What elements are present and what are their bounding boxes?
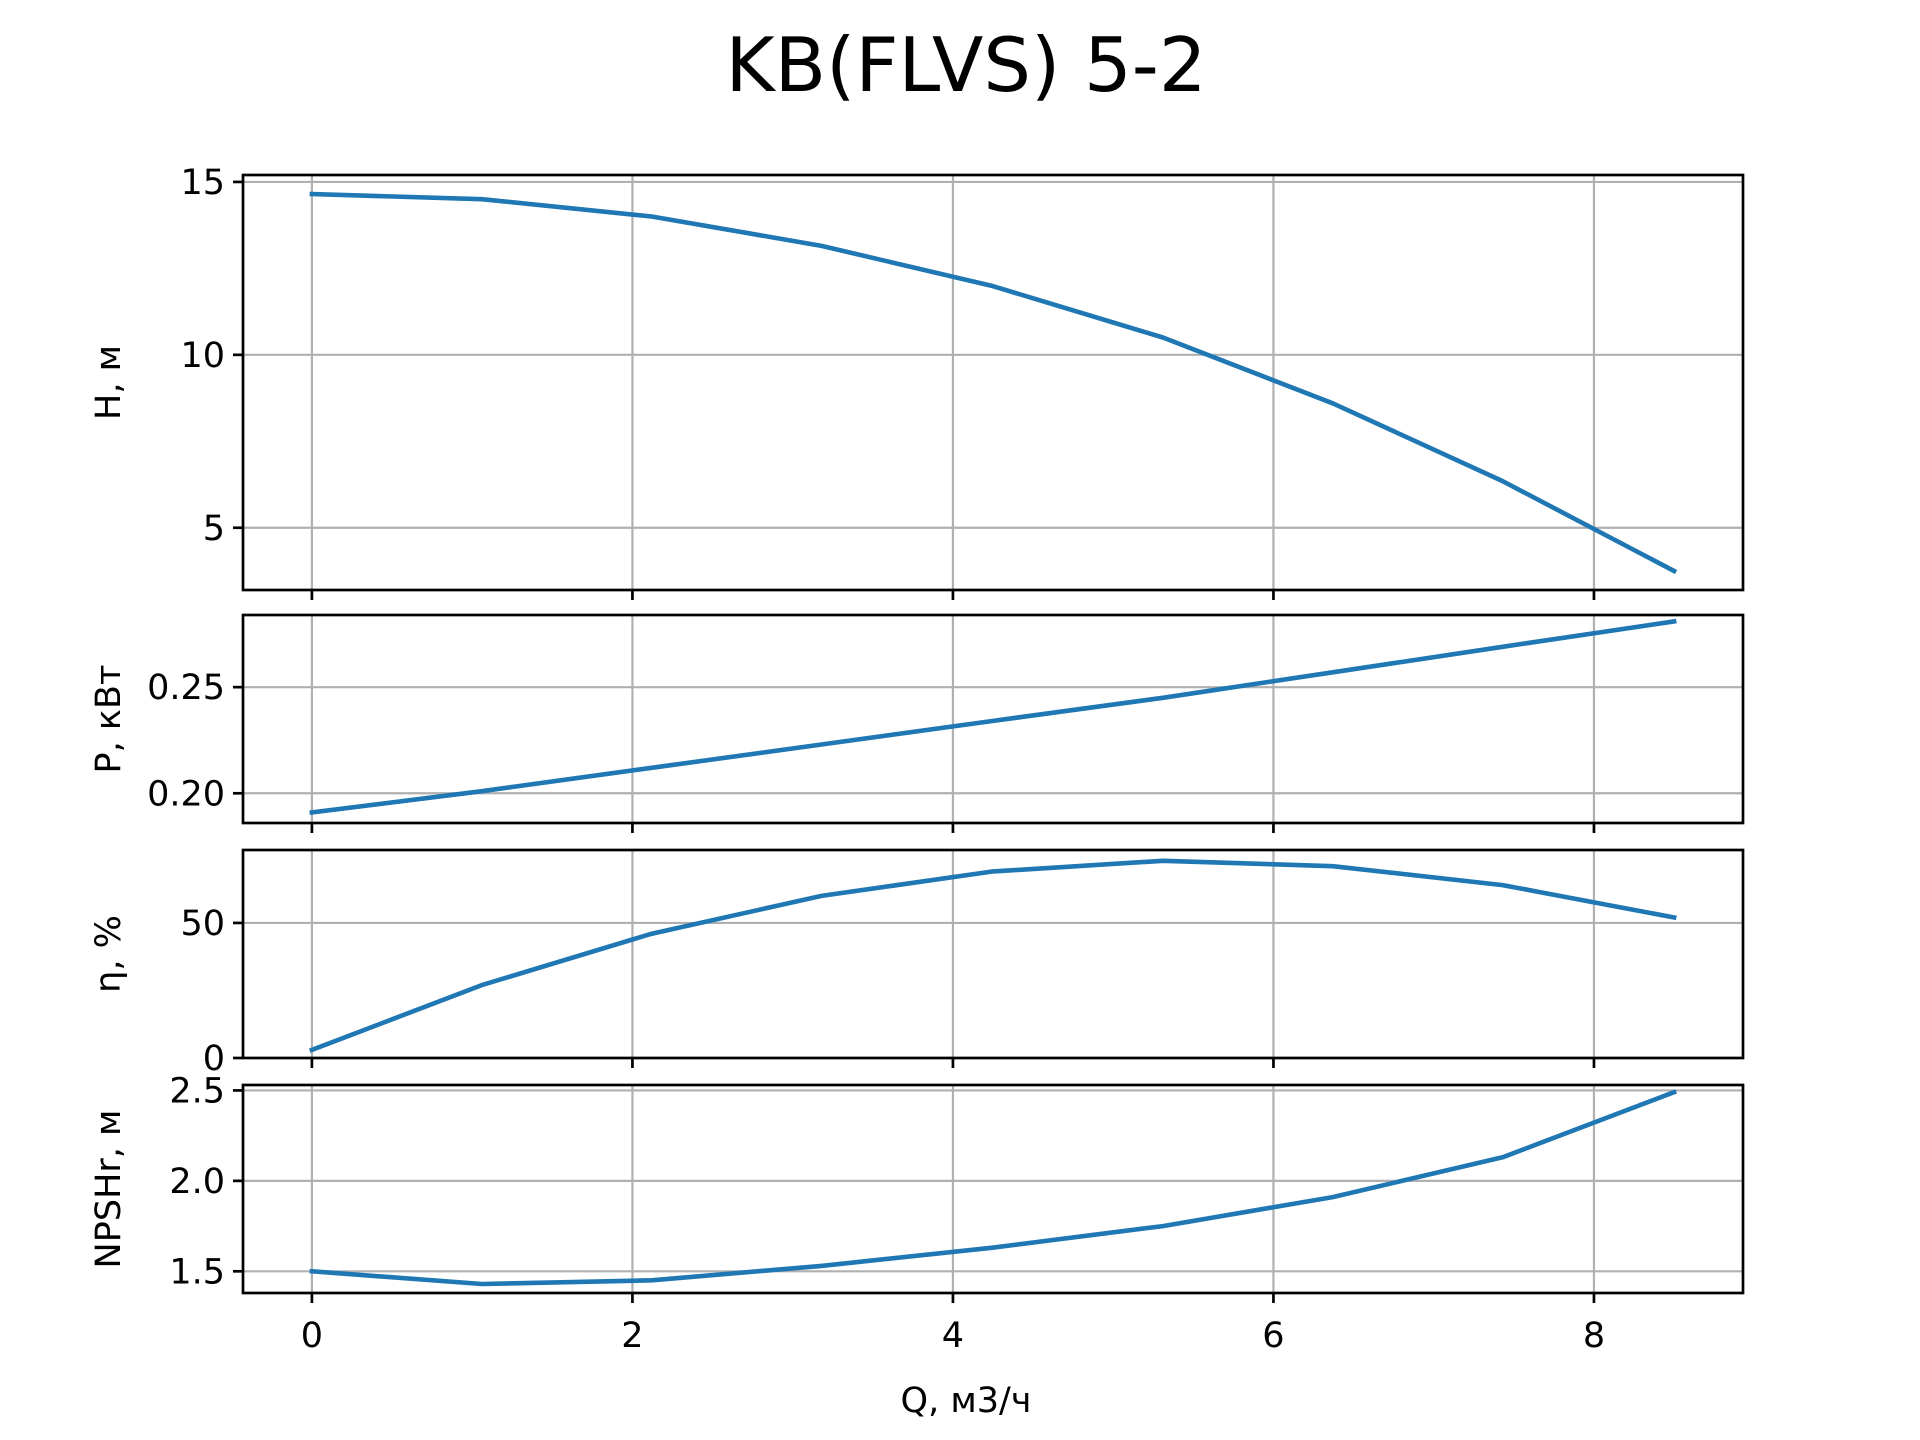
y-tick-label: 5 bbox=[203, 509, 225, 549]
series-line bbox=[308, 858, 1677, 1053]
x-axis-label: Q, м3/ч bbox=[901, 1381, 1032, 1421]
y-axis-label: NPSHr, м bbox=[89, 1110, 129, 1269]
axes-frame bbox=[241, 613, 1745, 825]
panel-1: 5 10 15 H, м bbox=[89, 163, 1745, 600]
x-tick-label: 0 bbox=[301, 1316, 323, 1356]
panel-4: 1.5 2.0 2.5 NPSHr, м 0 2 4 6 8 bbox=[89, 1071, 1745, 1356]
series-line bbox=[309, 1089, 1678, 1287]
y-tick-label: 0.25 bbox=[147, 668, 225, 708]
x-tick-label: 8 bbox=[1583, 1316, 1605, 1356]
y-tick-label: 15 bbox=[180, 163, 225, 203]
y-tick-label: 1.5 bbox=[169, 1252, 225, 1292]
panel-3: 0 50 η, % bbox=[89, 848, 1745, 1079]
y-tick-label: 0 bbox=[203, 1039, 225, 1079]
y-axis-label: H, м bbox=[89, 345, 129, 420]
axes-frame bbox=[241, 1083, 1745, 1295]
axes-frame bbox=[241, 173, 1745, 592]
y-tick-label: 10 bbox=[180, 336, 225, 376]
axes-frame bbox=[241, 848, 1745, 1060]
x-tick-label: 2 bbox=[621, 1316, 643, 1356]
x-tick-label: 6 bbox=[1262, 1316, 1284, 1356]
series-line bbox=[309, 618, 1677, 815]
y-axis-label: P, кВт bbox=[89, 665, 129, 774]
panel-2: 0.20 0.25 P, кВт bbox=[89, 613, 1745, 833]
chart-title: KB(FLVS) 5-2 bbox=[725, 21, 1206, 109]
y-tick-label: 50 bbox=[180, 904, 225, 944]
series-line bbox=[309, 191, 1678, 575]
panels-layer: 5 10 15 H, м 0.20 0.25 P, кВт 0 50 η, % 1.5 2.0 2.5 N… bbox=[89, 163, 1745, 1356]
y-axis-label: η, % bbox=[89, 915, 129, 993]
y-tick-label: 2.5 bbox=[169, 1071, 225, 1111]
x-tick-label: 4 bbox=[942, 1316, 964, 1356]
y-tick-label: 2.0 bbox=[169, 1162, 225, 1202]
y-tick-label: 0.20 bbox=[147, 774, 225, 814]
